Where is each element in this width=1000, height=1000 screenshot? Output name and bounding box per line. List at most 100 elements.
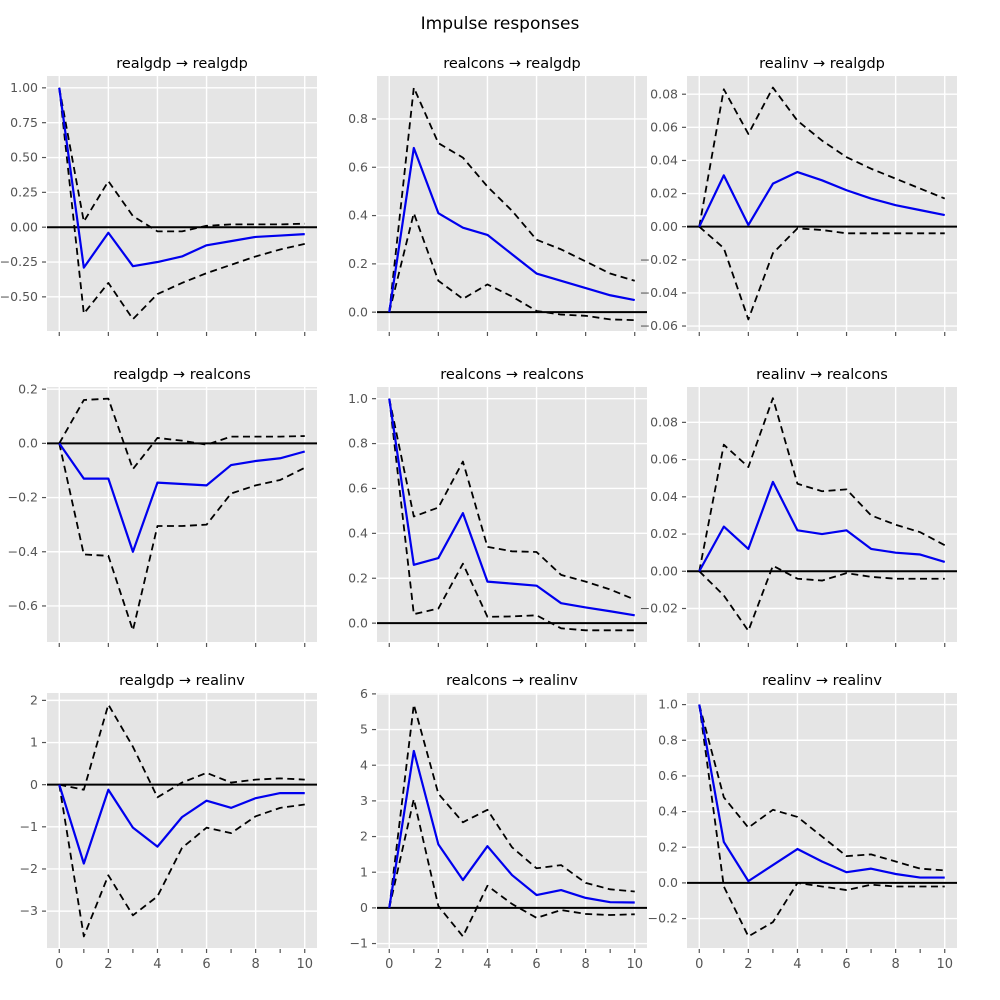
subplot-realgdp-to-realcons: realgdp → realcons 0.2 0.0 −0.2 −0.4 −0.6 [8, 367, 317, 647]
x-tick-label: 4 [153, 957, 161, 972]
y-tick-label: 0.6 [658, 768, 678, 783]
y-tick-label: −0.02 [640, 601, 678, 616]
lower-ci-line [388, 212, 635, 322]
y-tick-label: 0.06 [650, 452, 678, 467]
y-tick-label: 0.02 [650, 186, 678, 201]
plot-area [377, 76, 647, 331]
upper-ci-line [698, 397, 946, 572]
x-tick-label: 2 [104, 957, 112, 972]
y-tick-label: 0.4 [348, 525, 368, 540]
y-tick-label: 3 [360, 793, 368, 808]
y-tick-labels: 6 5 4 3 2 1 0 −1 [350, 686, 368, 951]
subplot-realinv-to-realinv: realinv → realinv 1.0 0.8 0.6 0.4 0.2 0.0 −0.2 0… [648, 673, 957, 972]
upper-ci-line [388, 398, 636, 601]
axis-ticks [42, 699, 306, 953]
subplot-title: realgdp → realcons [113, 367, 251, 383]
irf-line [698, 170, 945, 228]
y-tick-label: −0.06 [640, 318, 678, 333]
y-tick-label: 0.6 [348, 159, 368, 174]
y-tick-label: 0.8 [658, 732, 678, 747]
plot-area [687, 387, 957, 642]
subplot-title: realgdp → realgdp [116, 56, 248, 72]
irf-line [388, 398, 635, 617]
y-tick-label: −0.6 [8, 598, 38, 613]
x-tick-label: 8 [891, 957, 899, 972]
y-tick-label: 0 [30, 777, 38, 792]
y-tick-label: 1.0 [658, 697, 678, 712]
subplot-realinv-to-realgdp: realinv → realgdp 0.08 0.06 0.04 0.02 0.00 −0.… [640, 56, 957, 336]
x-tick-label: 8 [581, 957, 589, 972]
y-tick-label: −3 [20, 903, 38, 918]
y-tick-label: 0.06 [650, 119, 678, 134]
y-tick-labels: 0.08 0.06 0.04 0.02 0.00 −0.02 [640, 414, 678, 615]
y-tick-label: 2 [360, 829, 368, 844]
y-tick-label: 0.0 [348, 615, 368, 630]
y-tick-label: 1 [360, 864, 368, 879]
y-tick-label: 0.00 [650, 563, 678, 578]
upper-ci-line [58, 87, 305, 233]
axis-ticks [372, 118, 636, 336]
x-tick-label: 4 [483, 957, 491, 972]
y-tick-label: 0.04 [650, 489, 678, 504]
x-tick-label: 10 [296, 957, 313, 972]
y-tick-label: 0.2 [348, 256, 368, 271]
axis-ticks [372, 398, 636, 647]
lower-ci-line [58, 443, 306, 632]
y-tick-label: 5 [360, 722, 368, 737]
x-tick-label: 0 [695, 957, 703, 972]
y-tick-labels: 2 1 0 −1 −2 −3 [20, 693, 38, 919]
y-tick-labels: 1.0 0.8 0.6 0.4 0.2 0.0 −0.2 [648, 697, 678, 926]
lower-ci-line [58, 784, 305, 938]
lower-ci-line [388, 398, 635, 632]
x-tick-label: 0 [385, 957, 393, 972]
figure-title: Impulse responses [420, 14, 580, 34]
y-tick-label: 0.0 [658, 875, 678, 890]
x-tick-label: 6 [532, 957, 540, 972]
y-tick-label: 6 [360, 686, 368, 701]
y-tick-label: 0.8 [348, 111, 368, 126]
y-tick-label: −1 [350, 936, 368, 951]
subplot-title: realcons → realgdp [443, 56, 581, 72]
irf-line [58, 442, 306, 553]
y-tick-label: 0.2 [18, 381, 38, 396]
irf-line [698, 480, 946, 572]
x-tick-labels: 0 2 4 6 8 10 [695, 957, 953, 972]
y-tick-labels: 0.08 0.06 0.04 0.02 0.00 −0.02 −0.04 −0.06 [640, 86, 678, 333]
axis-ticks [682, 93, 946, 336]
upper-ci-line [59, 703, 305, 799]
gridlines [687, 76, 957, 331]
y-tick-label: −0.50 [0, 289, 38, 304]
y-tick-label: 2 [30, 693, 38, 708]
y-tick-label: −0.02 [640, 252, 678, 267]
y-tick-label: −0.25 [0, 254, 38, 269]
y-tick-label: 0.08 [650, 414, 678, 429]
x-tick-label: 4 [793, 957, 801, 972]
y-tick-label: 0.8 [348, 436, 368, 451]
plot-area [47, 387, 317, 642]
y-tick-label: 0.0 [348, 304, 368, 319]
irf-line [58, 87, 305, 269]
y-tick-label: 0.04 [650, 153, 678, 168]
x-tick-label: 0 [55, 957, 63, 972]
y-tick-label: −0.04 [640, 285, 678, 300]
lower-ci-line [698, 564, 945, 632]
axis-ticks [42, 87, 306, 336]
lower-ci-line [58, 87, 305, 321]
y-tick-label: −0.2 [648, 911, 678, 926]
subplot-realcons-to-realcons: realcons → realcons 1.0 0.8 0.6 0.4 0.2 0.0 [348, 367, 647, 647]
upper-ci-line [698, 86, 946, 227]
subplot-title: realgdp → realinv [119, 673, 245, 689]
y-tick-label: 1.00 [10, 80, 38, 95]
subplot-title: realcons → realcons [440, 367, 584, 383]
y-tick-label: 0.2 [348, 570, 368, 585]
irf-line [58, 784, 305, 865]
x-tick-label: 6 [202, 957, 210, 972]
subplot-title: realinv → realinv [762, 673, 882, 689]
x-tick-label: 10 [626, 957, 643, 972]
y-tick-label: 0.02 [650, 526, 678, 541]
y-tick-label: 0.08 [650, 86, 678, 101]
y-tick-label: −2 [20, 861, 38, 876]
y-tick-label: 0.0 [18, 435, 38, 450]
